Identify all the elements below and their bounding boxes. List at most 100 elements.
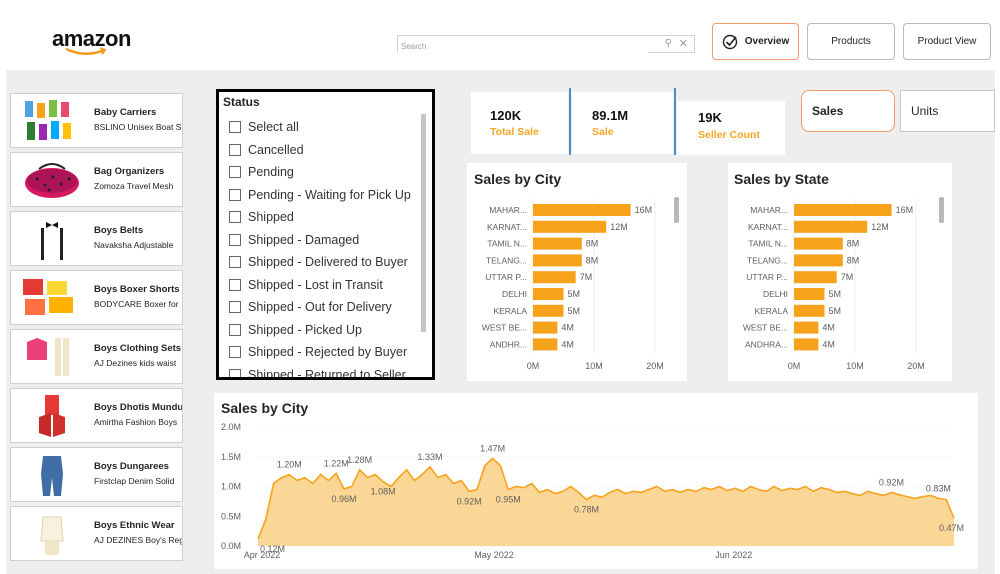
status-option[interactable]: Shipped - Returned to Seller <box>229 366 406 380</box>
nav-overview-button[interactable]: Overview <box>712 23 799 60</box>
boxer-shorts-image <box>23 279 73 315</box>
status-option[interactable]: Pending <box>229 163 294 181</box>
kpi-value: 89.1M <box>592 108 629 123</box>
status-checkbox[interactable] <box>229 278 241 291</box>
category-title: Boys Ethnic Wear <box>94 520 175 531</box>
sales-toggle-label: Sales <box>812 104 844 118</box>
kpi-divider <box>569 88 571 155</box>
bar <box>794 321 819 334</box>
nav-products-button[interactable]: Products <box>807 23 895 60</box>
category-tile[interactable]: Boys Dungarees Firstclap Denim Solid <box>10 447 183 502</box>
category-label: DELHI <box>763 289 788 299</box>
data-label: 8M <box>847 255 860 265</box>
bar <box>794 237 843 250</box>
status-option[interactable]: Cancelled <box>229 141 304 159</box>
kpi-label: Sale <box>592 126 614 138</box>
sales-by-city-card: Sales by City 0M 10M 20M MAHAR... 16M KARNAT.… <box>467 163 687 381</box>
status-checkbox[interactable] <box>229 143 241 156</box>
bar <box>794 288 825 300</box>
bar <box>794 220 868 233</box>
x-tick-label: 10M <box>585 361 603 371</box>
sales-area <box>258 458 954 546</box>
status-checkbox[interactable] <box>229 346 241 358</box>
bar <box>794 304 825 317</box>
kpi-divider <box>674 88 676 155</box>
sales-by-state-chart: 0M 10M 20M MAHAR... 16M KARNAT... 12M TAMIL N..… <box>743 199 925 371</box>
category-tile[interactable]: Boys Belts Navaksha Adjustable <box>10 211 183 266</box>
status-option[interactable]: Pending - Waiting for Pick Up <box>229 186 411 204</box>
status-checkbox[interactable] <box>229 323 241 336</box>
sales-by-city-chart: 0M 10M 20M MAHAR... 16M KARNAT... 12M TAMIL N..… <box>482 199 664 371</box>
x-tick-label: 0M <box>788 361 801 371</box>
baby-carriers-image <box>25 100 71 140</box>
category-label: MAHAR... <box>750 205 788 215</box>
status-checkbox[interactable] <box>229 188 241 201</box>
search-input[interactable] <box>398 38 648 55</box>
x-tick-label: 20M <box>907 361 925 371</box>
category-tile[interactable]: Baby Carriers BSLINO Unisex Boat S <box>10 93 183 148</box>
status-option[interactable]: Shipped - Rejected by Buyer <box>229 343 407 361</box>
status-option[interactable]: Shipped <box>229 208 294 226</box>
y-tick-label: 1.5M <box>221 452 241 462</box>
category-title: Boys Dungarees <box>94 461 169 472</box>
status-option[interactable]: Shipped - Lost in Transit <box>229 276 383 294</box>
chart-scrollbar[interactable] <box>939 197 944 223</box>
bar <box>794 271 837 284</box>
category-tile[interactable]: Boys Ethnic Wear AJ DEZINES Boy's Reg <box>10 506 183 561</box>
kpi-value: 19K <box>698 110 722 125</box>
y-tick-label: 1.0M <box>221 482 241 492</box>
status-checkbox[interactable] <box>229 233 241 246</box>
category-tile[interactable]: Boys Clothing Sets AJ Dezines kids waist <box>10 329 183 384</box>
nav-overview-label: Overview <box>744 36 790 47</box>
category-subtitle: AJ DEZINES Boy's Reg <box>94 535 182 545</box>
chart-title: Sales by City <box>221 400 309 416</box>
kpi-label: Total Sale <box>490 126 539 138</box>
category-title: Boys Belts <box>94 225 144 236</box>
category-label: TAMIL N... <box>748 239 788 249</box>
category-label: ANDHR... <box>490 339 527 349</box>
category-tile[interactable]: Boys Boxer Shorts BODYCARE Boxer for <box>10 270 183 325</box>
x-tick-label: 10M <box>846 361 864 371</box>
sales-trend-chart: 0.0M 0.5M 1.0M 1.5M 2.0M Apr 2022 May 2022 Jun … <box>221 422 964 560</box>
search-icon[interactable]: ⚲ <box>664 38 672 49</box>
category-label: KERALA <box>493 306 527 316</box>
status-option[interactable]: Shipped - Delivered to Buyer <box>229 253 408 271</box>
clothing-set-image <box>27 338 69 376</box>
data-label: 0.96M <box>332 494 357 504</box>
category-title: Boys Clothing Sets <box>94 343 182 354</box>
status-option[interactable]: Shipped - Picked Up <box>229 321 362 339</box>
status-checkbox[interactable] <box>229 166 241 178</box>
kpi-card: 89.1M Sale <box>572 92 673 154</box>
status-option[interactable]: Shipped - Out for Delivery <box>229 298 392 316</box>
status-checkbox[interactable] <box>229 301 241 313</box>
status-checkbox[interactable] <box>229 256 241 268</box>
chart-title: Sales by City <box>474 171 562 187</box>
category-tile[interactable]: Boys Dhotis Mundu Amirtha Fashion Boys <box>10 388 183 443</box>
category-tile[interactable]: Bag Organizers Zomoza Travel Mesh <box>10 152 183 207</box>
slicer-scrollbar[interactable] <box>421 114 426 332</box>
status-option-label: Select all <box>248 120 299 134</box>
status-checkbox[interactable] <box>229 121 241 133</box>
data-label: 7M <box>580 272 593 282</box>
status-checkbox[interactable] <box>229 211 241 223</box>
status-option-label: Shipped - Returned to Seller <box>248 367 406 380</box>
nav-product-view-button[interactable]: Product View <box>903 23 991 60</box>
chart-scrollbar[interactable] <box>674 197 679 223</box>
data-label: 5M <box>568 306 581 316</box>
status-checkbox[interactable] <box>229 368 241 377</box>
x-tick-label: Apr 2022 <box>244 550 281 560</box>
status-slicer[interactable]: Status Select all Cancelled Pending Pending… <box>216 89 435 380</box>
sales-trend-card: Sales by City 0.0M 0.5M 1.0M 1.5M 2.0M Apr 20… <box>214 393 978 569</box>
data-label: 1.08M <box>371 487 396 497</box>
data-label: 1.28M <box>347 455 372 465</box>
clear-icon[interactable]: ✕ <box>678 38 688 50</box>
data-label: 7M <box>841 272 854 282</box>
status-option-label: Pending - Waiting for Pick Up <box>248 187 411 202</box>
units-toggle-button[interactable]: Units <box>900 90 995 132</box>
status-option[interactable]: Select all <box>229 118 299 136</box>
status-option-label: Shipped - Delivered to Buyer <box>248 255 408 269</box>
boys-belts-image <box>41 222 63 260</box>
sales-toggle-button[interactable]: Sales <box>801 90 895 132</box>
search-box[interactable]: ⚲ ✕ <box>397 35 695 55</box>
status-option[interactable]: Shipped - Damaged <box>229 231 359 249</box>
